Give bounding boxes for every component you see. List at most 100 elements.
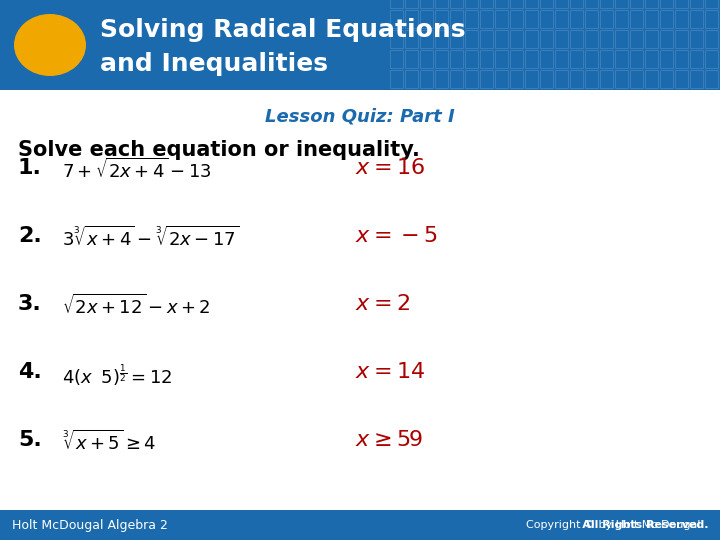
Bar — [405, 10, 418, 28]
Bar — [540, 0, 553, 8]
Bar — [615, 70, 628, 88]
Bar — [645, 70, 658, 88]
Bar — [660, 10, 673, 28]
Text: $x = 2$: $x = 2$ — [355, 294, 410, 314]
Text: $\sqrt{2x + 12} - x + 2$: $\sqrt{2x + 12} - x + 2$ — [62, 294, 211, 318]
Bar — [420, 0, 433, 8]
Bar — [630, 70, 643, 88]
Text: Solve each equation or inequality.: Solve each equation or inequality. — [18, 140, 420, 160]
Bar — [555, 10, 568, 28]
Bar — [705, 0, 718, 8]
Bar — [675, 70, 688, 88]
Text: $x = 16$: $x = 16$ — [355, 158, 425, 178]
Bar — [420, 50, 433, 68]
Bar — [480, 0, 493, 8]
Bar — [450, 30, 463, 48]
Bar — [555, 50, 568, 68]
Bar — [660, 50, 673, 68]
Bar — [420, 70, 433, 88]
Bar — [540, 30, 553, 48]
Bar — [675, 50, 688, 68]
Bar — [690, 50, 703, 68]
Bar — [630, 50, 643, 68]
Bar — [705, 70, 718, 88]
Bar — [390, 70, 403, 88]
Bar — [600, 50, 613, 68]
Bar — [645, 0, 658, 8]
Bar — [660, 30, 673, 48]
Bar — [405, 30, 418, 48]
Bar — [600, 70, 613, 88]
Text: $\sqrt[3]{x + 5} \geq 4$: $\sqrt[3]{x + 5} \geq 4$ — [62, 430, 156, 454]
Bar — [390, 30, 403, 48]
Bar — [510, 10, 523, 28]
Bar — [645, 50, 658, 68]
Bar — [435, 70, 448, 88]
Text: 4.: 4. — [18, 362, 42, 382]
Bar — [690, 70, 703, 88]
Bar — [480, 30, 493, 48]
Bar — [540, 10, 553, 28]
Bar — [405, 50, 418, 68]
Bar — [510, 0, 523, 8]
Bar — [615, 50, 628, 68]
Bar — [480, 70, 493, 88]
Bar — [585, 0, 598, 8]
Bar — [675, 30, 688, 48]
Bar — [465, 10, 478, 28]
Text: 3.: 3. — [18, 294, 42, 314]
Bar — [600, 30, 613, 48]
Bar — [435, 10, 448, 28]
Text: Holt McDougal Algebra 2: Holt McDougal Algebra 2 — [12, 518, 168, 531]
Bar — [495, 10, 508, 28]
Bar — [570, 30, 583, 48]
Bar — [615, 10, 628, 28]
Text: Solving Radical Equations: Solving Radical Equations — [100, 18, 466, 42]
Bar — [510, 50, 523, 68]
Bar — [570, 10, 583, 28]
Bar — [420, 10, 433, 28]
Bar — [525, 50, 538, 68]
Bar — [690, 0, 703, 8]
Bar — [390, 0, 403, 8]
Bar — [390, 10, 403, 28]
Bar — [465, 50, 478, 68]
Bar — [615, 30, 628, 48]
Text: 2.: 2. — [18, 226, 42, 246]
Bar — [540, 70, 553, 88]
Bar — [555, 70, 568, 88]
Bar — [480, 10, 493, 28]
Bar — [450, 0, 463, 8]
Bar — [450, 70, 463, 88]
Bar — [465, 70, 478, 88]
Bar — [495, 50, 508, 68]
Bar — [465, 30, 478, 48]
Bar — [660, 0, 673, 8]
Bar — [675, 10, 688, 28]
Bar — [405, 0, 418, 8]
Text: $7 + \sqrt{2x + 4} - 13$: $7 + \sqrt{2x + 4} - 13$ — [62, 158, 212, 182]
Text: Copyright © by Holt Mc Dougal.: Copyright © by Holt Mc Dougal. — [526, 520, 708, 530]
Bar — [585, 70, 598, 88]
Bar — [675, 0, 688, 8]
Text: $x \geq 59$: $x \geq 59$ — [355, 430, 423, 450]
Bar — [690, 10, 703, 28]
Bar — [0, 510, 720, 540]
Bar — [705, 30, 718, 48]
Bar — [480, 50, 493, 68]
Bar — [585, 50, 598, 68]
Bar — [495, 70, 508, 88]
Bar — [705, 50, 718, 68]
Text: Lesson Quiz: Part I: Lesson Quiz: Part I — [265, 108, 455, 126]
Bar — [570, 50, 583, 68]
Text: $4(x \;\; 5)^{\frac{1}{2}} = 12$: $4(x \;\; 5)^{\frac{1}{2}} = 12$ — [62, 362, 173, 388]
Bar — [585, 30, 598, 48]
Bar — [450, 50, 463, 68]
Bar — [420, 30, 433, 48]
Text: 5.: 5. — [18, 430, 42, 450]
Bar — [435, 50, 448, 68]
Bar — [585, 10, 598, 28]
Bar — [630, 0, 643, 8]
Bar — [405, 70, 418, 88]
Bar — [555, 0, 568, 8]
